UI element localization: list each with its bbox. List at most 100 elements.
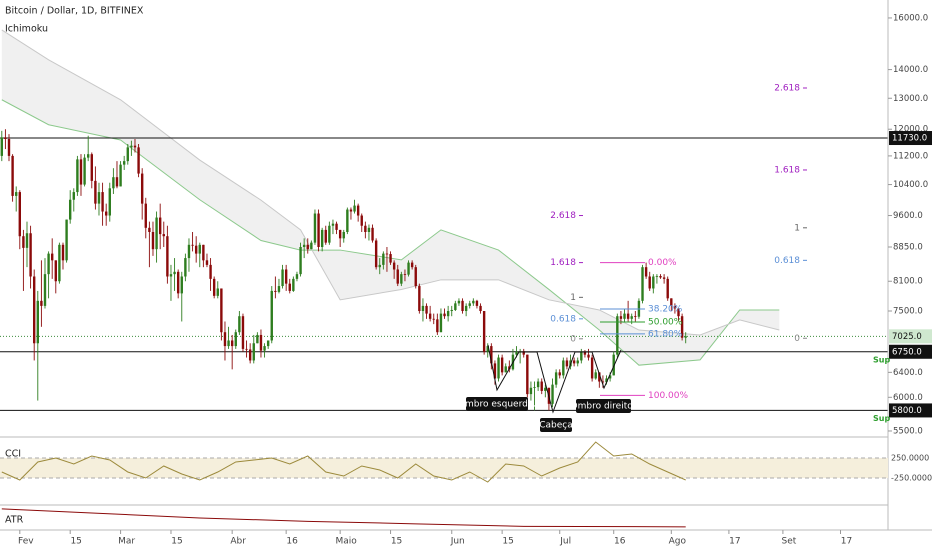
cci-tick-label: 250.0000 (891, 454, 929, 463)
fib-retracement-label: 100.00% (648, 391, 688, 401)
candle-body (58, 244, 61, 282)
candle-body (540, 381, 543, 391)
candle-body (529, 387, 533, 395)
candle-body (605, 378, 608, 383)
candle-body (601, 381, 605, 383)
candle-body (382, 253, 385, 265)
candle-body (612, 354, 615, 376)
candle-body (4, 137, 7, 140)
x-tick-label: Jun (450, 537, 465, 547)
x-tick-label: 15 (70, 537, 81, 547)
candle-body (173, 271, 176, 275)
candle-body (238, 316, 241, 333)
candle-body (536, 381, 540, 388)
fib-label: 2.618 (774, 83, 800, 93)
candle-body (454, 303, 457, 310)
fib-retracement-label: 38.20% (648, 304, 683, 314)
candle-body (61, 244, 65, 261)
candle-body (11, 155, 14, 196)
candle-body (346, 209, 349, 232)
candle-body (342, 231, 345, 239)
y-tick-label: 5500.0 (893, 426, 923, 436)
candle-body (79, 159, 83, 185)
candle-body (191, 244, 194, 246)
candle-body (320, 229, 324, 247)
candle-body (43, 274, 47, 306)
x-tick-label: 17 (729, 537, 740, 547)
x-tick-label: 16 (614, 537, 626, 547)
candle-body (205, 260, 209, 265)
candle-body (234, 332, 237, 347)
price-tag (889, 329, 932, 344)
candle-body (680, 316, 684, 338)
candle-body (94, 180, 97, 204)
price-tag (889, 131, 932, 146)
candle-body (479, 305, 482, 312)
candle-body (500, 357, 504, 373)
candle-body (187, 244, 191, 259)
candle-body (176, 271, 180, 294)
candle-body (608, 375, 612, 379)
candle-body (166, 236, 169, 277)
y-tick-label: 8100.0 (893, 277, 923, 287)
candle-body (360, 215, 363, 226)
candle-body (292, 278, 295, 291)
level-note: Sup (873, 414, 890, 423)
candle-body (284, 269, 288, 284)
candle-body (558, 372, 561, 376)
y-tick-label: 16000.0 (893, 13, 928, 23)
candle-body (572, 360, 576, 364)
y-tick-label: 6400.0 (893, 368, 923, 378)
candle-body (277, 286, 281, 292)
fib-label: 2.618 (550, 211, 576, 221)
candle-body (112, 177, 115, 189)
atr-line (1, 508, 686, 528)
candle-body (648, 276, 651, 289)
pattern-label-bg (576, 399, 631, 413)
fib-label: 0.618 (550, 314, 576, 324)
candle-body (68, 199, 72, 220)
candle-body (137, 147, 140, 174)
candle-body (54, 260, 57, 282)
candle-body (623, 313, 626, 319)
fib-label: 1.618 (774, 165, 800, 175)
candle-body (241, 316, 245, 349)
candle-body (551, 384, 554, 404)
price-tag (889, 403, 932, 418)
x-tick-label: Maio (336, 537, 358, 547)
candle-body (670, 298, 673, 306)
candle-body (626, 313, 630, 319)
x-tick-label: 15 (391, 537, 402, 547)
candle-body (119, 164, 122, 187)
atr-label: ATR (5, 515, 24, 526)
candle-body (155, 217, 158, 250)
candle-body (439, 313, 443, 333)
candle-body (450, 309, 453, 312)
candle-body (180, 276, 183, 294)
candle-body (331, 223, 335, 226)
level-layer (0, 137, 888, 411)
candle-body (472, 300, 475, 304)
candle-body (18, 192, 21, 237)
candle-body (216, 288, 219, 296)
candle-body (40, 300, 43, 306)
pattern-label: Cabeça (539, 421, 573, 431)
candle-body (328, 225, 331, 243)
candle-body (576, 360, 579, 364)
candle-body (464, 305, 468, 312)
candle-body (425, 305, 428, 314)
candle-body (263, 346, 266, 351)
candle-body (198, 244, 201, 254)
candle-body (220, 288, 223, 333)
candle-body (403, 274, 407, 275)
candle-body (565, 360, 569, 367)
candle-body (212, 278, 216, 296)
candle-body (493, 363, 497, 379)
cci-band (0, 458, 888, 478)
candle-body (274, 290, 277, 292)
candle-body (662, 277, 666, 279)
candle-body (83, 157, 86, 185)
x-tick-label: Ago (669, 537, 687, 547)
candle-body (169, 274, 173, 277)
